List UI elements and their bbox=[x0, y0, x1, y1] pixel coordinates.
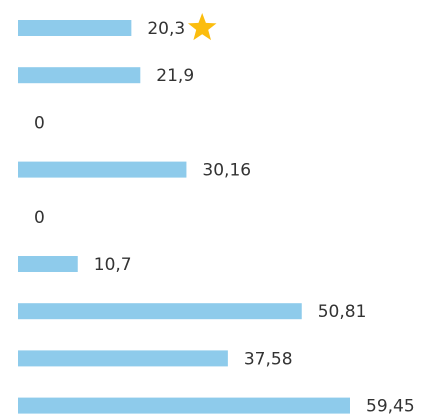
bar bbox=[18, 161, 187, 178]
bar bbox=[18, 256, 78, 272]
value-label: 20,3 bbox=[147, 19, 185, 39]
value-label: 50,81 bbox=[318, 302, 367, 322]
value-label: 10,7 bbox=[94, 255, 132, 275]
value-label: 21,9 bbox=[156, 66, 194, 86]
bar bbox=[18, 350, 228, 367]
value-label: 59,45 bbox=[366, 397, 415, 417]
value-label: 30,16 bbox=[202, 161, 251, 181]
bar bbox=[18, 20, 132, 36]
value-label: 0 bbox=[34, 208, 45, 228]
bar bbox=[18, 397, 350, 414]
bar bbox=[18, 67, 141, 84]
value-label: 0 bbox=[34, 113, 45, 133]
value-label: 37,58 bbox=[244, 349, 293, 369]
bar bbox=[18, 303, 302, 320]
star-icon bbox=[188, 13, 217, 41]
